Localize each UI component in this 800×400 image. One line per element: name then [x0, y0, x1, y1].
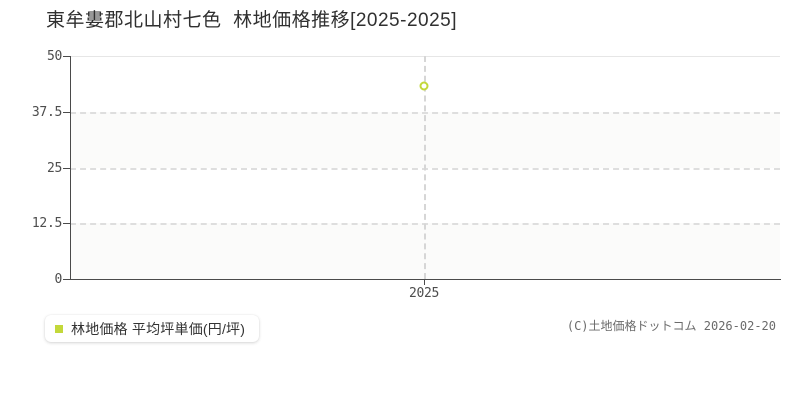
x-axis-line — [70, 279, 781, 280]
data-point-2025[interactable] — [419, 81, 429, 91]
plot-area — [70, 56, 780, 279]
legend-swatch-icon — [55, 324, 63, 333]
y-axis-line — [70, 56, 71, 280]
y-axis-label-12-5: 12.5 — [31, 216, 62, 232]
y-axis-label-50: 50 — [46, 49, 62, 64]
chart-title-region: 東牟婁郡北山村七色 — [46, 10, 222, 31]
y-tick-37-5 — [63, 111, 70, 113]
chart-title-metric: 林地価格推移[2025-2025] — [233, 10, 457, 31]
chart-title: 東牟婁郡北山村七色 林地価格推移[2025-2025] — [46, 9, 457, 33]
legend-item-label: 林地価格 平均坪単価(円/坪) — [71, 320, 246, 337]
y-tick-0 — [63, 279, 70, 280]
x-axis-label-2025: 2025 — [408, 286, 440, 301]
y-axis-label-37-5: 37.5 — [31, 104, 62, 120]
y-tick-50 — [63, 56, 70, 57]
y-tick-25 — [63, 167, 70, 169]
y-tick-12-5 — [63, 223, 70, 225]
y-axis-label-0: 0 — [54, 272, 62, 287]
copyright-credit: (C)土地価格ドットコム 2026-02-20 — [566, 319, 776, 333]
y-axis-labels: 50 37.5 25 12.5 0 — [0, 0, 62, 400]
legend[interactable]: 林地価格 平均坪単価(円/坪) — [45, 315, 260, 342]
y-axis-label-25: 25 — [46, 160, 62, 176]
x-tick-2025 — [424, 279, 425, 285]
gridline-vertical-2025 — [424, 56, 426, 279]
